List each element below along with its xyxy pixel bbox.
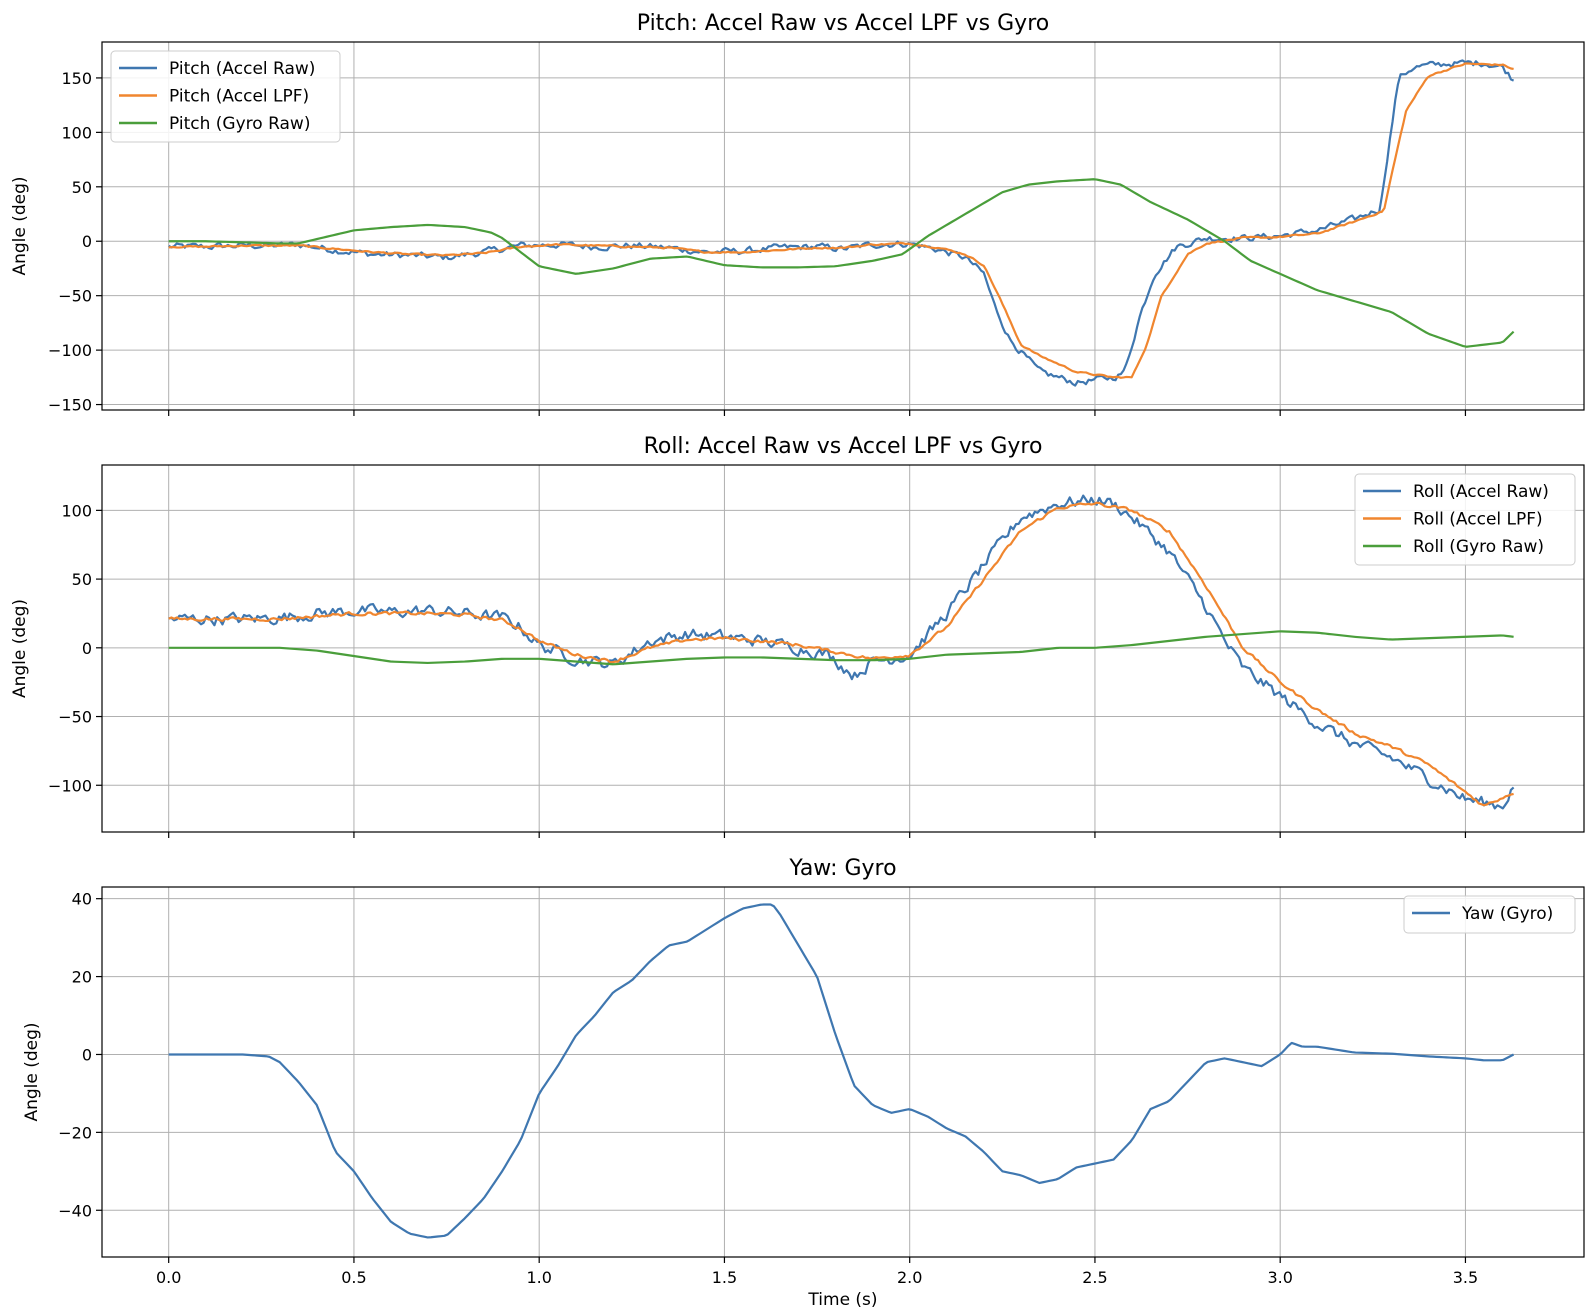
axes-frame-0 [101,41,1585,411]
x-tick-label: 3.0 [1267,1268,1292,1287]
series-line-pitch-accel-lpf [168,62,1514,379]
y-tick-label: −20 [58,1123,92,1142]
x-tick-label: 3.5 [1453,1268,1478,1287]
legend-1: Roll (Accel Raw) Roll (Accel LPF) Roll (Gy… [1354,473,1576,566]
series-group-1 [168,494,1515,810]
series-line-roll-gyro-raw [168,630,1514,666]
grid-1 [102,465,1584,832]
y-tick-label: −50 [58,708,92,727]
panel-0: −150 −100 −50 0 50 100 150 Pitch: Accel Raw vs … [10,11,1585,416]
legend-box [110,50,341,143]
panels: −150 −100 −50 0 50 100 150 Pitch: Accel Raw vs … [10,11,1585,1310]
y-tick-label: 20 [72,968,92,987]
axes-frame-2 [101,886,1585,1258]
y-tick-label: 40 [72,890,92,909]
legend-entry: Roll (Accel Raw) [1413,482,1549,502]
x-tick-label: 0.5 [341,1268,366,1287]
x-tick-label: 1.5 [712,1268,737,1287]
legend-entry: Pitch (Gyro Raw) [169,114,310,134]
legend-entry: Roll (Accel LPF) [1413,510,1543,530]
panel-1: −100 −50 0 50 100 Roll: Accel Raw vs Accel LP… [10,434,1585,838]
axes-frame-1 [101,464,1585,833]
x-tick-label: 2.5 [1082,1268,1107,1287]
y-axis-label-0: Angle (deg) [10,176,30,275]
x-axis-label: Time (s) [807,1290,877,1310]
y-tick-label: 50 [72,570,92,589]
y-tick-label: 0 [82,1045,92,1064]
series-line-pitch-gyro-raw [168,178,1515,348]
y-axis-label-1: Angle (deg) [10,599,30,698]
legend-box [1354,473,1576,566]
y-tick-label: 100 [61,501,92,520]
legend-box [1403,895,1576,934]
legend-2: Yaw (Gyro) [1403,895,1576,934]
y-tick-label: −100 [48,776,92,795]
legend-entry: Pitch (Accel Raw) [169,59,315,79]
legend-entry: Yaw (Gyro) [1461,904,1553,924]
y-axis-label-2: Angle (deg) [22,1022,42,1121]
series-group-2 [168,903,1515,1239]
series-line-roll-accel-raw [168,494,1515,810]
y-tick-label: 150 [61,69,92,88]
legend-0: Pitch (Accel Raw) Pitch (Accel LPF) Pitch … [110,50,341,143]
y-tick-label: −50 [58,287,92,306]
series-group-0 [168,59,1515,387]
y-tick-label: −100 [48,341,92,360]
x-tick-label: 1.0 [526,1268,551,1287]
chart-title-2: Yaw: Gyro [788,856,896,881]
y-tick-label: 0 [82,232,92,251]
legend-entry: Roll (Gyro Raw) [1413,537,1544,557]
y-tick-label: −40 [58,1201,92,1220]
panel-2: −40 −20 0 20 40 0.0 0.5 1.0 1.5 2.0 2.5 3.0 3.5 Yaw: … [22,856,1585,1310]
y-tick-label: 0 [82,639,92,658]
chart-title-0: Pitch: Accel Raw vs Accel LPF vs Gyro [637,11,1049,36]
y-tick-label: −150 [48,396,92,415]
y-tick-label: 50 [72,178,92,197]
y-tick-label: 100 [61,123,92,142]
chart-title-1: Roll: Accel Raw vs Accel LPF vs Gyro [644,434,1043,459]
series-line-roll-accel-lpf [168,501,1514,807]
series-line-yaw-gyro [168,903,1515,1239]
legend-entry: Pitch (Accel LPF) [169,87,309,107]
x-tick-label: 2.0 [897,1268,922,1287]
x-tick-label: 0.0 [156,1268,181,1287]
